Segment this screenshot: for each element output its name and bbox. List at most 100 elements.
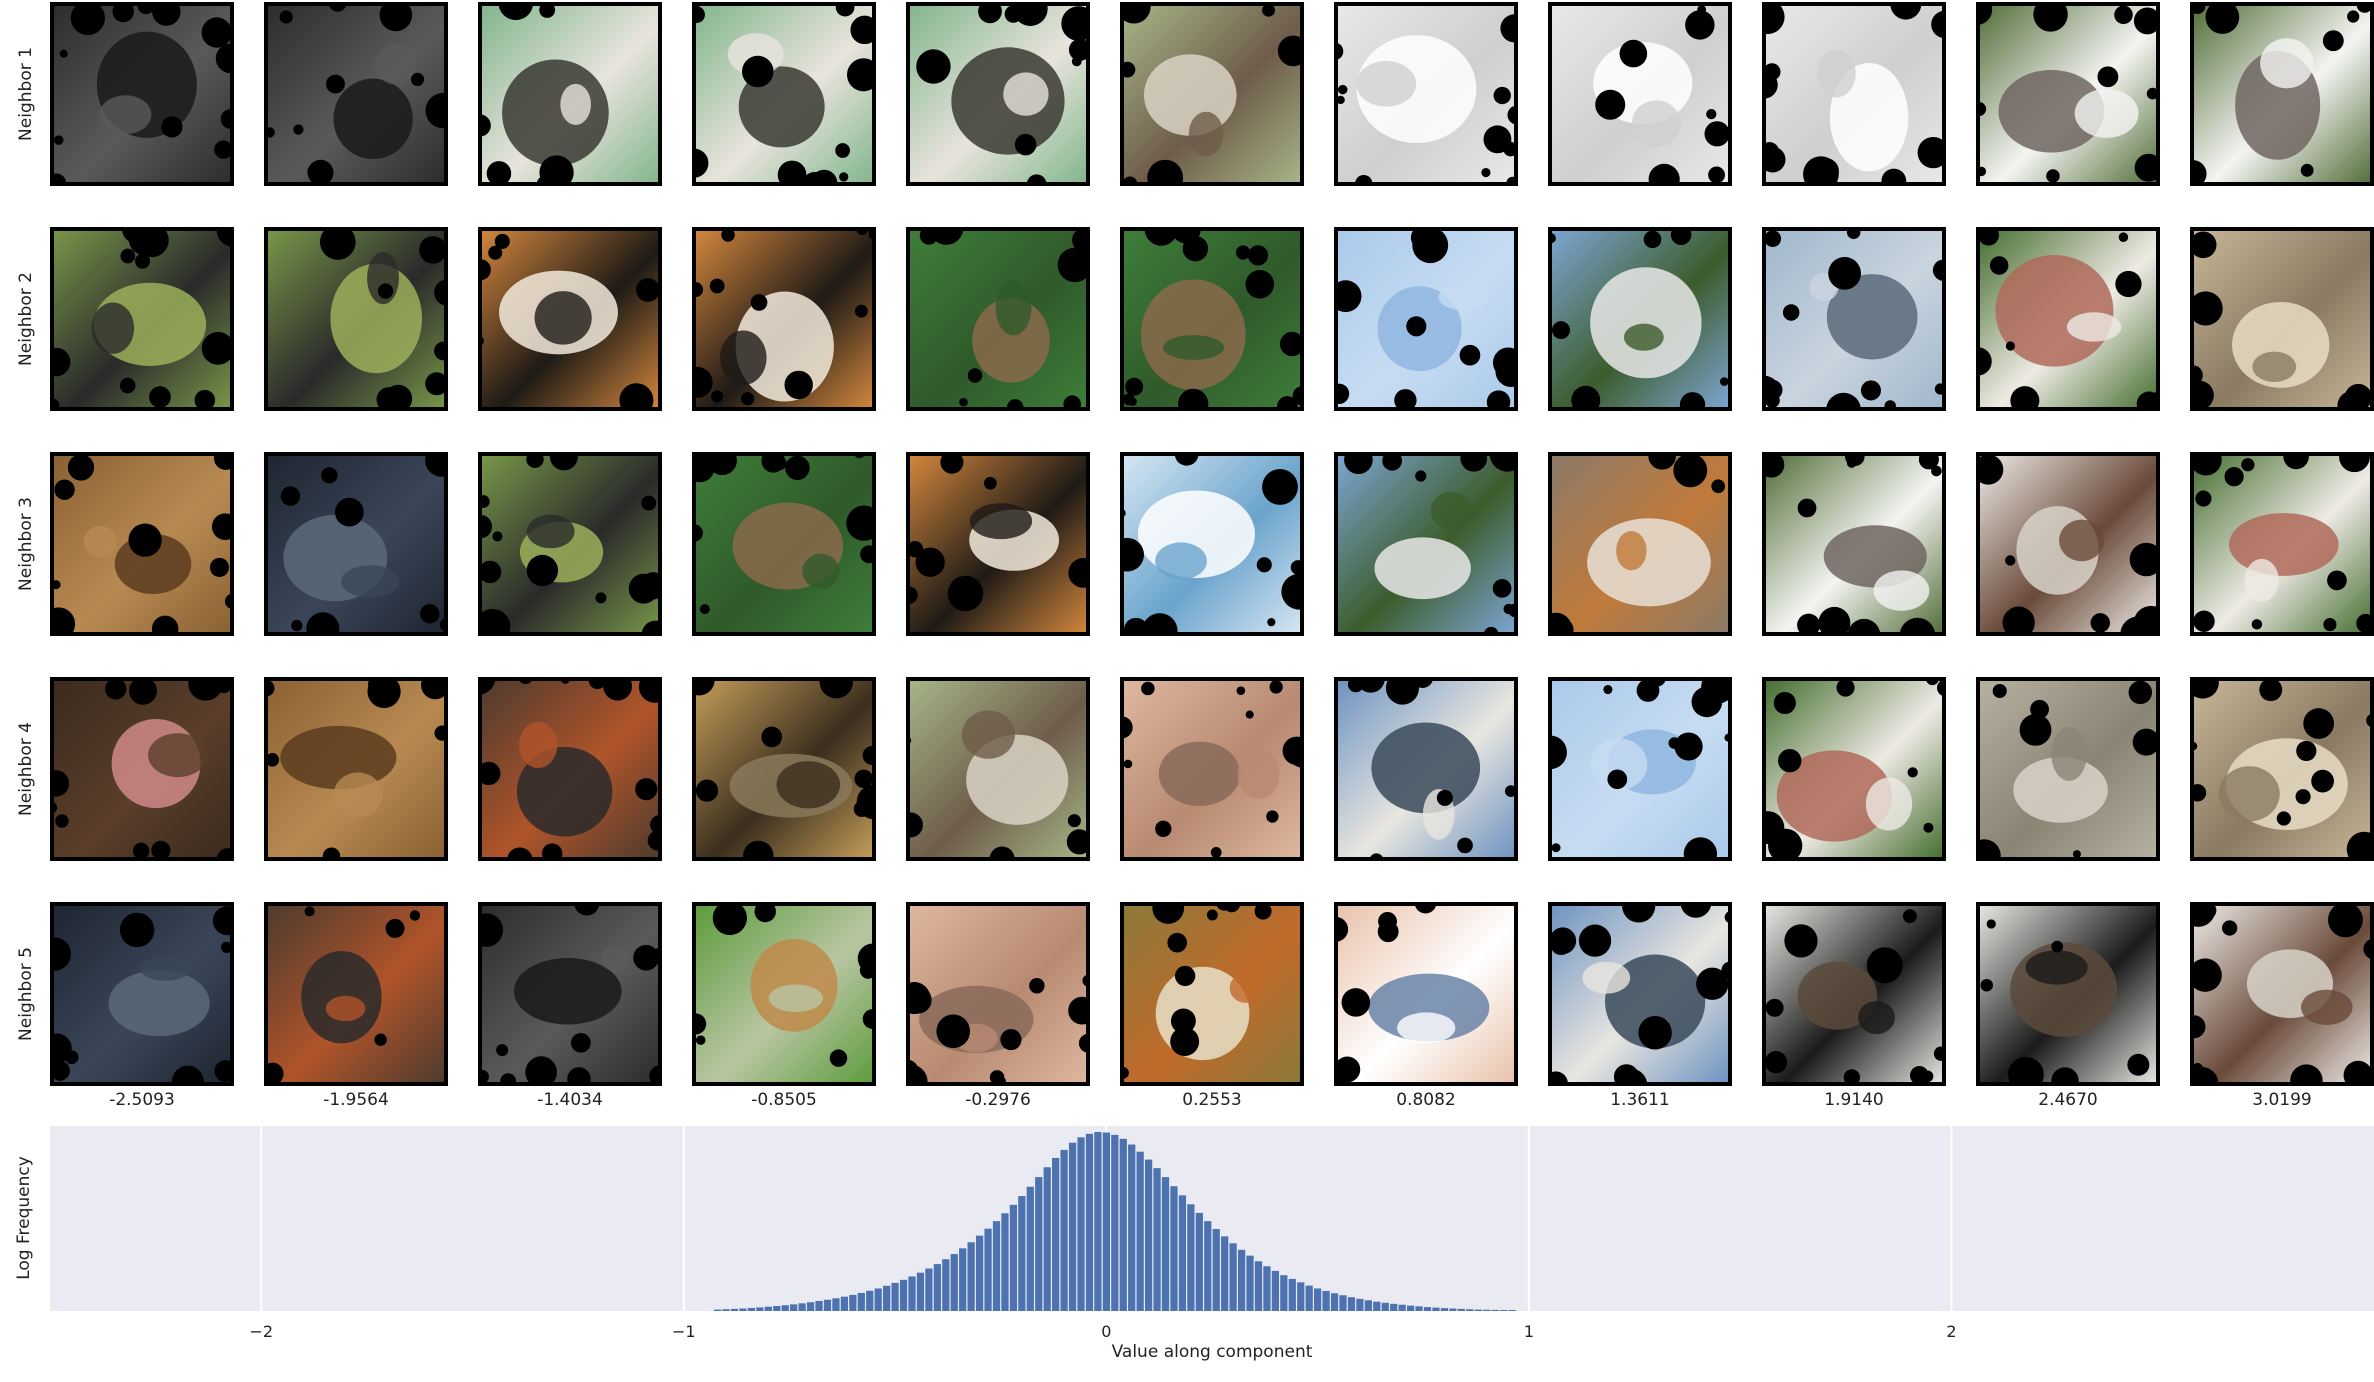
tile-scene	[906, 902, 1090, 1086]
tile-scene	[1334, 452, 1518, 636]
x-tick-label: 0	[1101, 1322, 1112, 1341]
histogram-bar	[1119, 1138, 1127, 1311]
tile-scene	[1548, 902, 1732, 1086]
neighbor-tile: tiger	[692, 227, 876, 411]
histogram-bar	[1305, 1285, 1313, 1311]
neighbor-tile: trees and camper van	[1548, 227, 1732, 411]
tile-scene	[478, 227, 662, 411]
histogram-bar	[1060, 1149, 1068, 1311]
histogram-bar	[1491, 1309, 1499, 1311]
column-value-label: 0.8082	[1396, 1090, 1456, 1110]
histogram-bar	[1364, 1300, 1372, 1311]
tile-scene	[1334, 677, 1518, 861]
histogram-bar	[1499, 1310, 1508, 1311]
histogram-bar	[866, 1290, 874, 1311]
histogram-bar	[1415, 1306, 1423, 1311]
histogram-bar	[942, 1259, 950, 1311]
neighbor-tile: black and white dog	[1976, 902, 2160, 1086]
histogram-bar	[1187, 1204, 1195, 1311]
histogram-bar	[933, 1264, 941, 1311]
column-value-label: 3.0199	[2252, 1090, 2312, 1110]
histogram-bar	[1153, 1168, 1161, 1311]
neighbor-tile: finch on branch	[692, 2, 876, 186]
histogram-bar	[1246, 1255, 1254, 1311]
tile-scene	[1548, 677, 1732, 861]
tile-scene	[692, 227, 876, 411]
histogram-bar	[764, 1306, 772, 1311]
histogram-bar	[1406, 1305, 1415, 1311]
neighbor-tile: black labrador	[50, 902, 234, 1086]
tile-scene	[50, 227, 234, 411]
neighbor-tile: hand holding worm	[906, 902, 1090, 1086]
histogram-bar	[1001, 1213, 1009, 1311]
histogram-bar	[1314, 1288, 1322, 1311]
neighbor-tile: sky over water	[1120, 452, 1304, 636]
histogram-bar	[1170, 1186, 1178, 1311]
neighbor-tile: blue sky	[1334, 227, 1518, 411]
neighbor-tile: brown dog	[50, 677, 234, 861]
histogram-bar	[1432, 1307, 1440, 1311]
neighbor-tile: black bear	[50, 2, 234, 186]
histogram-bar	[713, 1309, 722, 1311]
neighbor-tile: sky with clouds	[1548, 902, 1732, 1086]
tile-scene	[264, 2, 448, 186]
histogram-bar	[1212, 1229, 1220, 1311]
histogram-bar	[1009, 1204, 1018, 1311]
histogram-bar	[975, 1235, 984, 1311]
tile-scene	[50, 902, 234, 1086]
histogram-bar	[992, 1221, 1001, 1311]
tile-scene	[2190, 677, 2374, 861]
tile-scene	[692, 2, 876, 186]
histogram-bar	[883, 1285, 891, 1311]
histogram-bar	[1085, 1133, 1094, 1311]
neighbor-tile: smiling man	[1334, 902, 1518, 1086]
histogram-bar	[790, 1304, 798, 1311]
histogram-bar	[1068, 1142, 1077, 1311]
histogram-bar	[925, 1268, 933, 1311]
histogram-bar	[1263, 1266, 1271, 1311]
tile-scene	[1120, 902, 1304, 1086]
tile-scene	[2190, 452, 2374, 636]
histogram-bar	[1111, 1134, 1119, 1311]
row-label-neighbor-2: Neighbor 2	[16, 272, 36, 366]
tile-scene	[1334, 227, 1518, 411]
tile-scene	[1120, 2, 1304, 186]
histogram-bar	[823, 1299, 832, 1311]
histogram-bar	[1144, 1159, 1153, 1311]
tile-scene	[264, 902, 448, 1086]
neighbor-tile: hand holding worm	[1120, 677, 1304, 861]
histogram-bar	[1136, 1151, 1144, 1311]
tile-scene	[1548, 227, 1732, 411]
neighbor-tile: finch on branch	[906, 2, 1090, 186]
neighbor-tile: small dog on grass	[1976, 227, 2160, 411]
histogram-bar	[722, 1309, 730, 1311]
neighbor-tile: white cabinets	[1334, 2, 1518, 186]
neighbor-tile: dog with toy	[478, 677, 662, 861]
tile-scene	[1548, 452, 1732, 636]
tile-scene	[692, 902, 876, 1086]
histogram-bar	[1423, 1307, 1432, 1311]
histogram-bar	[1330, 1293, 1339, 1311]
tile-scene	[1120, 227, 1304, 411]
x-tick-label: −2	[249, 1322, 274, 1341]
neighbor-tile: dog on grass field	[50, 227, 234, 411]
neighbor-tile: grassland animals	[692, 902, 876, 1086]
neighbor-tile: dog with toy	[264, 902, 448, 1086]
neighbor-tile: tiger	[478, 227, 662, 411]
neighbor-tile: white fluffy dog	[1976, 452, 2160, 636]
histogram-bar	[1297, 1282, 1305, 1311]
histogram-bar	[874, 1288, 882, 1311]
neighbor-tile: fluffy dog	[2190, 227, 2374, 411]
histogram-bar	[1128, 1144, 1136, 1311]
tile-scene	[50, 677, 234, 861]
tile-scene	[1976, 2, 2160, 186]
column-value-label: 2.4670	[2038, 1090, 2098, 1110]
tile-scene	[2190, 227, 2374, 411]
neighbor-tile: concrete slab	[1976, 677, 2160, 861]
tile-scene	[1976, 677, 2160, 861]
histogram-bar	[806, 1302, 815, 1311]
x-axis-label: Value along component	[1111, 1342, 1313, 1362]
neighbor-tile: black bear	[264, 2, 448, 186]
histogram-bar	[1102, 1132, 1110, 1311]
